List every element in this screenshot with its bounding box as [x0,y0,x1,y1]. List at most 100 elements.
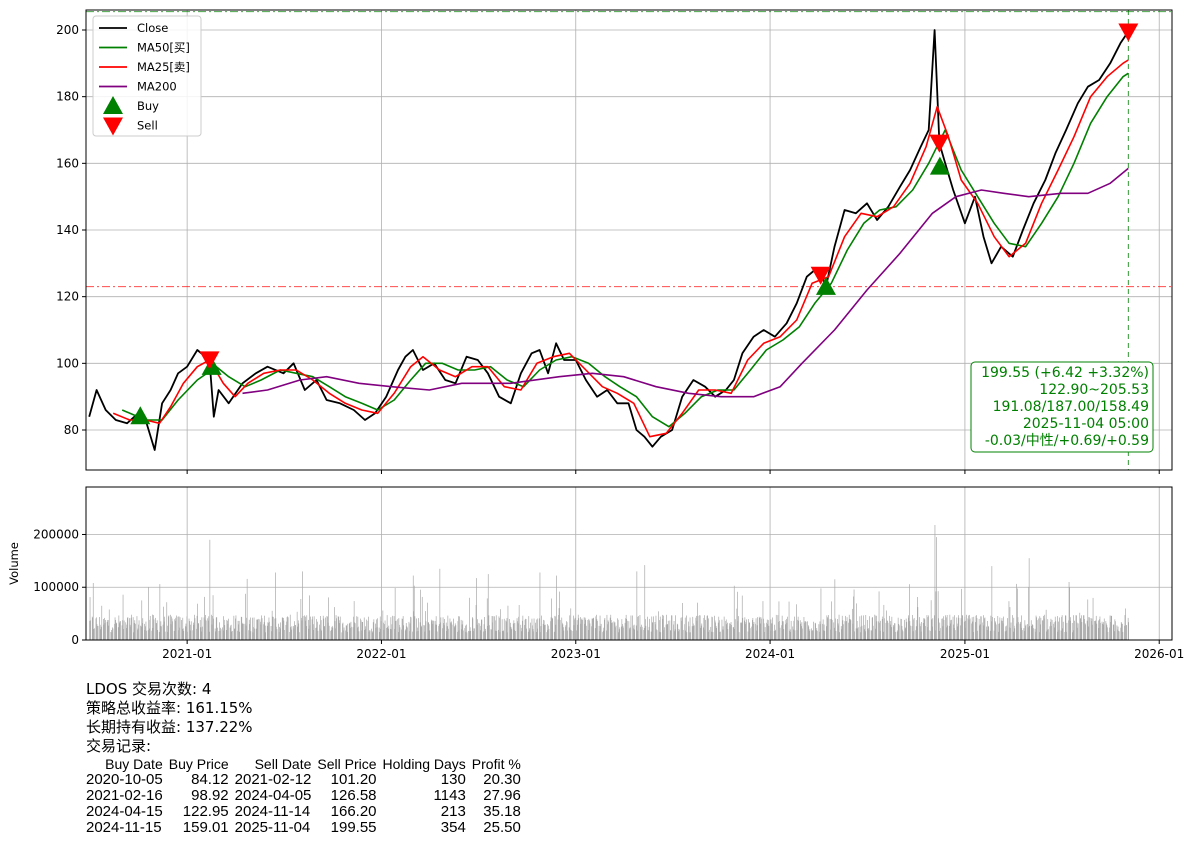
volume-bar [811,628,812,640]
volume-bar [178,630,179,640]
volume-bar [884,618,885,640]
volume-bar [294,621,295,640]
volume-bar [547,630,549,640]
volume-bar [621,619,623,640]
volume-bar [660,632,662,640]
volume-bar [871,617,873,640]
volume-bar [802,628,803,640]
volume-bar [1111,616,1112,640]
volume-bar [346,631,348,640]
volume-bar [971,617,973,640]
volume-bar [947,625,948,640]
volume-bar [742,617,744,640]
annotation-box [970,361,1154,453]
volume-bar [448,628,449,640]
volume-bar [992,617,993,640]
volume-bar [719,620,720,640]
volume-bar [525,619,527,640]
volume-bar [734,619,736,640]
volume-bar [163,621,165,640]
volume-bar [671,615,673,640]
volume-bar [782,621,784,640]
volume-bar [950,620,952,640]
volume-bar [704,615,705,640]
volume-bar [826,626,827,640]
buy-price: 84.12 [191,771,229,788]
volume-bar [822,619,824,640]
volume-bar [681,617,683,640]
volume-bar [253,617,255,640]
volume-bar [904,628,906,640]
volume-bar [688,626,690,640]
volume-bar [979,624,981,640]
volume-bar [435,616,437,640]
volume-bar [94,628,95,640]
volume-bar [1014,628,1016,640]
volume-bar [166,602,168,640]
volume-bar [783,629,785,640]
volume-bar [1006,625,1008,640]
volume-bar [785,620,787,640]
volume-bar [429,630,431,640]
volume-bar [392,615,393,640]
volume-bar [561,622,563,640]
volume-bar [218,630,220,640]
price-chart: 80 100 120 140 160 180 200 Close MA50[买] MA25[卖]… [56,9,1173,474]
volume-bar [943,616,944,640]
volume-bar [840,626,842,640]
volume-bar [882,631,884,640]
volume-bar [875,615,877,640]
volume-bar [1101,621,1103,640]
volume-bar [153,615,154,640]
volume-bar [617,619,619,640]
volume-bar [201,617,203,640]
volume-bar [192,630,194,640]
volume-bar [719,631,721,640]
volume-bar [308,619,309,640]
volume-bar [614,622,616,640]
volume-bar [994,621,996,640]
volume-bar [905,618,907,640]
volume-bar [271,610,273,640]
sell-date: 2021-02-12 [234,771,312,788]
volume-bar [786,622,788,640]
volume-bar [1028,587,1029,640]
buy-date: 2021-02-16 [86,787,163,804]
volume-bar [846,621,847,640]
volume-bar [758,616,760,640]
volume-bar [834,627,835,640]
volume-bar [572,631,574,640]
volume-bar [207,618,209,640]
volume-bar [1062,621,1064,640]
volume-bar [997,631,999,640]
volume-bar [610,614,612,640]
volume-bar [261,618,263,640]
volume-bar [623,627,624,640]
volume-bar [664,627,665,640]
volume-bar [131,614,132,640]
volume-bar [686,615,687,640]
volume-bar [958,617,960,640]
volume-bar [771,623,773,640]
volume-bar [280,622,281,640]
volume-bar [827,617,828,640]
volume-bar [457,631,458,640]
volume-bar [361,630,362,640]
volume-bar [349,623,350,640]
volume-bar [678,631,679,640]
volume-bar [606,630,607,640]
volume-bar [968,619,970,640]
volume-bar [710,626,712,640]
volume-bar [442,617,444,640]
volume-bar [561,617,563,640]
volume-bar [316,627,318,640]
volume-bar [343,630,344,640]
volume-bar [607,624,608,640]
volume-bar [849,619,851,640]
series-line-ma200 [242,167,1129,398]
volume-bar [391,624,393,640]
volume-bar [418,618,419,640]
volume-bar [666,624,668,640]
volume-bar [198,623,199,640]
volume-bar [705,619,706,640]
